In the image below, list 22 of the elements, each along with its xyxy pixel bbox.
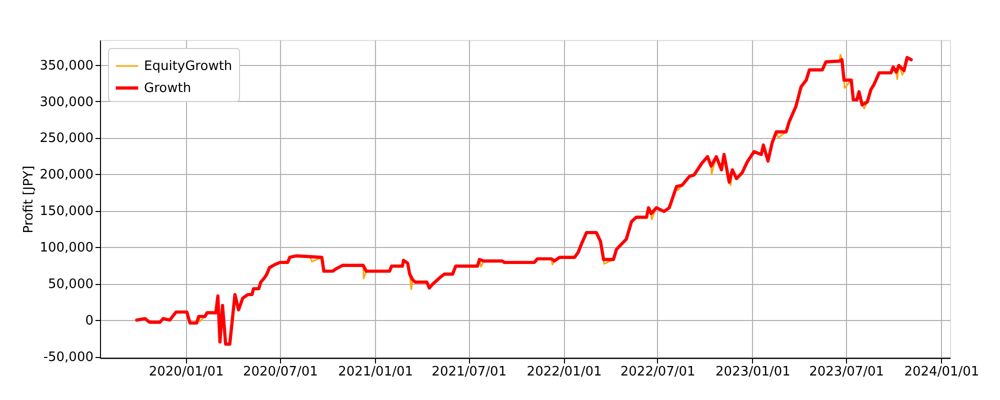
y-tick-label: 0	[85, 314, 94, 329]
legend-label: EquityGrowth	[144, 59, 232, 74]
x-tick-label: 2021/01/01	[338, 364, 414, 380]
line-series	[135, 56, 913, 346]
y-tick-label: -50,000	[43, 350, 94, 366]
x-tick-label: 2020/01/01	[148, 364, 224, 380]
y-tick-label: 200,000	[40, 168, 94, 183]
x-tick-label: 2020/07/01	[242, 364, 318, 380]
y-tick-label: 300,000	[40, 94, 94, 110]
x-tick-label: 2023/01/01	[716, 364, 790, 380]
y-tick-label: 100,000	[40, 240, 94, 256]
x-tick-label: 2022/07/01	[620, 364, 696, 380]
x-tick-label: 2021/07/01	[432, 364, 507, 380]
legend-label: Growth	[144, 81, 192, 96]
y-axis-title: Profit [JPY]	[22, 166, 37, 234]
x-tick-label: 2022/01/01	[526, 364, 602, 380]
y-tick-label: 350,000	[40, 58, 94, 74]
y-tick-label: 150,000	[40, 204, 94, 220]
x-tick-label: 2024/01/01	[904, 364, 980, 380]
x-tick-label: 2023/07/01	[809, 364, 884, 380]
y-tick-label: 50,000	[48, 277, 94, 292]
y-tick-label: 250,000	[40, 131, 94, 146]
